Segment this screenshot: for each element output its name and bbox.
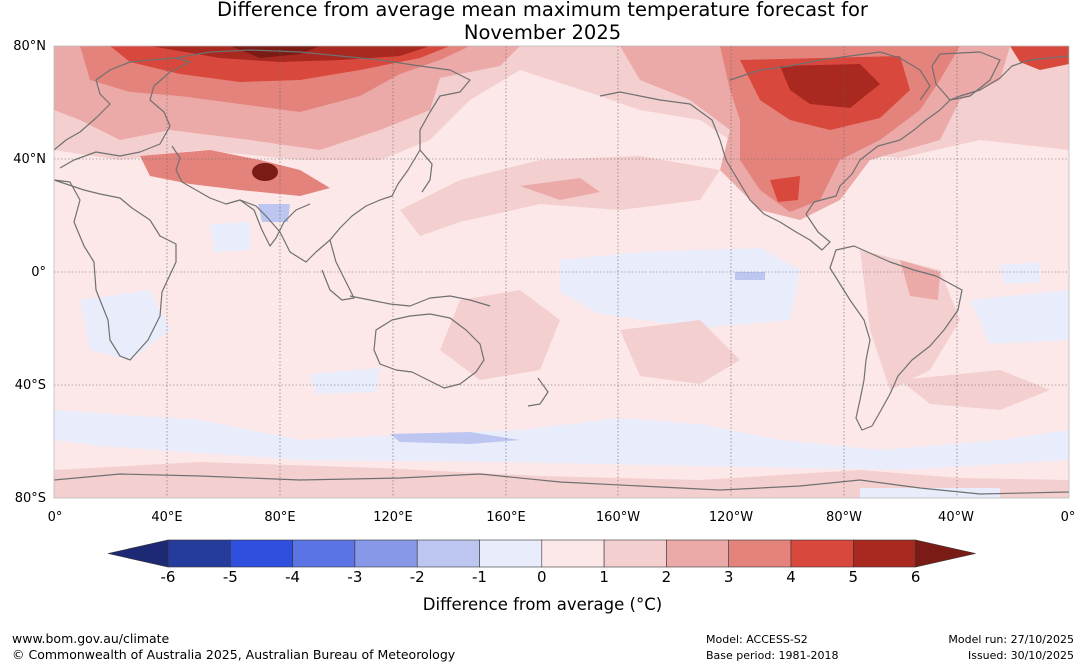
- anomaly-layer: [54, 46, 1069, 498]
- lon-label-0-right: 0°: [1060, 510, 1076, 525]
- lat-label-40n: 40°N: [13, 152, 46, 167]
- anomaly-australia-cool: [310, 368, 380, 394]
- colorbar-tick--2: -2: [409, 568, 425, 586]
- coast-alaska: [599, 91, 727, 161]
- lon-label-40w: 40°W: [938, 510, 974, 525]
- coast-indonesia: [349, 295, 491, 307]
- title-line-2: November 2025: [463, 21, 622, 44]
- coast-nz: [527, 377, 549, 407]
- footer-copyright: © Commonwealth of Australia 2025, Austra…: [12, 647, 456, 662]
- anomaly-eqpacific-cool-2: [735, 272, 765, 280]
- colorbar-title: Difference from average (°C): [422, 595, 663, 614]
- anomaly-centralasia-3: [140, 150, 330, 196]
- lat-label-40s: 40°S: [14, 378, 46, 393]
- coastlines: [54, 49, 1069, 495]
- coast-asia: [171, 49, 471, 263]
- lon-label-120w: 120°W: [708, 510, 754, 525]
- anomaly-antarctic-cool: [860, 488, 1000, 498]
- anomaly-indian-cool: [210, 222, 250, 252]
- anomaly-swpacific-2: [440, 290, 560, 380]
- colorbar-tick--3: -3: [347, 568, 363, 586]
- footer-issued: Issued: 30/10/2025: [967, 649, 1074, 662]
- colorbar-tick-6: 6: [910, 568, 921, 586]
- coast-japan: [419, 149, 433, 193]
- anomaly-southern-cool-2: [390, 432, 520, 444]
- colorbar-tick--4: -4: [285, 568, 301, 586]
- lon-label-0-left: 0°: [47, 510, 63, 525]
- anomaly-india-cool: [258, 204, 290, 222]
- footer-model: Model: ACCESS-S2: [706, 633, 808, 646]
- lat-label-80s: 80°S: [14, 491, 46, 506]
- colorbar-segment-5-to-6: [852, 539, 916, 568]
- colorbar-segment--1-to-0: [479, 539, 543, 568]
- anomaly-eqpacific-cool: [560, 248, 800, 328]
- anomaly-antarctic-warm: [54, 462, 1069, 498]
- colorbar-segment--5-to--4: [230, 539, 293, 568]
- footer-model-run: Model run: 27/10/2025: [948, 633, 1074, 646]
- footer-website: www.bom.gov.au/climate: [12, 631, 170, 646]
- lon-label-160w: 160°W: [595, 510, 641, 525]
- anomaly-centralasia-6: [252, 163, 278, 181]
- footer-base-period: Base period: 1981-2018: [706, 649, 839, 662]
- colorbar-tick-5: 5: [848, 568, 859, 586]
- colorbar-tick-1: 1: [599, 568, 609, 586]
- coast-australia: [373, 313, 485, 389]
- colorbar-segment-0-to-1: [541, 539, 605, 568]
- colorbar-segment--4-to--3: [292, 539, 356, 568]
- anomaly-atlantic-cool: [970, 290, 1069, 344]
- lon-label-160e: 160°E: [486, 510, 526, 525]
- colorbar-tick-0: 0: [537, 568, 547, 586]
- coast-greenland: [931, 51, 1001, 101]
- coast-europe: [54, 57, 191, 169]
- colorbar-tick-3: 3: [723, 568, 734, 586]
- colorbar-tick--6: -6: [160, 568, 176, 586]
- lat-label-80n: 80°N: [13, 39, 46, 54]
- graticule: [54, 46, 1069, 498]
- lon-label-80w: 80°W: [826, 510, 862, 525]
- colorbar-segment--3-to--2: [354, 539, 418, 568]
- lon-label-80e: 80°E: [264, 510, 296, 525]
- map-panel: 80°N 40°N 0° 40°S 80°S 0° 40°E 80°E 120°…: [13, 39, 1076, 525]
- anomaly-siberia-6: [230, 46, 320, 58]
- coast-samerica: [829, 245, 963, 431]
- colorbar-segment-1-to-2: [603, 539, 667, 568]
- colorbar-segment-4-to-5: [790, 539, 854, 568]
- lat-label-eq: 0°: [31, 265, 46, 280]
- colorbar-tick--5: -5: [222, 568, 238, 586]
- colorbar-extend-low: [107, 539, 169, 568]
- world-map: [53, 45, 1070, 499]
- anomaly-natlantic-cool: [1000, 262, 1040, 284]
- colorbar-segment-2-to-3: [666, 539, 730, 568]
- coast-seasia: [321, 239, 355, 301]
- anomaly-canada-5: [780, 64, 880, 108]
- coast-africa: [54, 179, 177, 361]
- colorbar-tick-2: 2: [661, 568, 672, 586]
- anomaly-southern-cool: [54, 410, 1069, 470]
- lon-label-120e: 120°E: [373, 510, 413, 525]
- coast-canada-arctic: [729, 51, 931, 101]
- anomaly-satlantic-2: [900, 370, 1050, 410]
- title-line-1: Difference from average mean maximum tem…: [217, 0, 868, 21]
- anomaly-texas-4: [770, 176, 800, 202]
- coast-india: [239, 199, 311, 247]
- colorbar-segment-3-to-4: [728, 539, 792, 568]
- coast-namerica: [725, 55, 1069, 251]
- anomaly-greenland-4: [1010, 46, 1069, 70]
- colorbar: [107, 539, 976, 568]
- lon-label-40e: 40°E: [151, 510, 183, 525]
- colorbar-tick-4: 4: [786, 568, 796, 586]
- anomaly-npacific-3: [520, 178, 600, 200]
- colorbar-segment--6-to--5: [167, 539, 231, 568]
- anomaly-spacific-2: [620, 320, 740, 384]
- colorbar-extend-high: [915, 539, 976, 568]
- chart-title: Difference from average mean maximum tem…: [0, 0, 1085, 44]
- anomaly-samerica-3: [900, 260, 940, 300]
- coast-antarctica: [54, 473, 1069, 495]
- colorbar-segment--2-to--1: [416, 539, 480, 568]
- map-frame: [53, 45, 1070, 499]
- colorbar-tick--1: -1: [472, 568, 487, 586]
